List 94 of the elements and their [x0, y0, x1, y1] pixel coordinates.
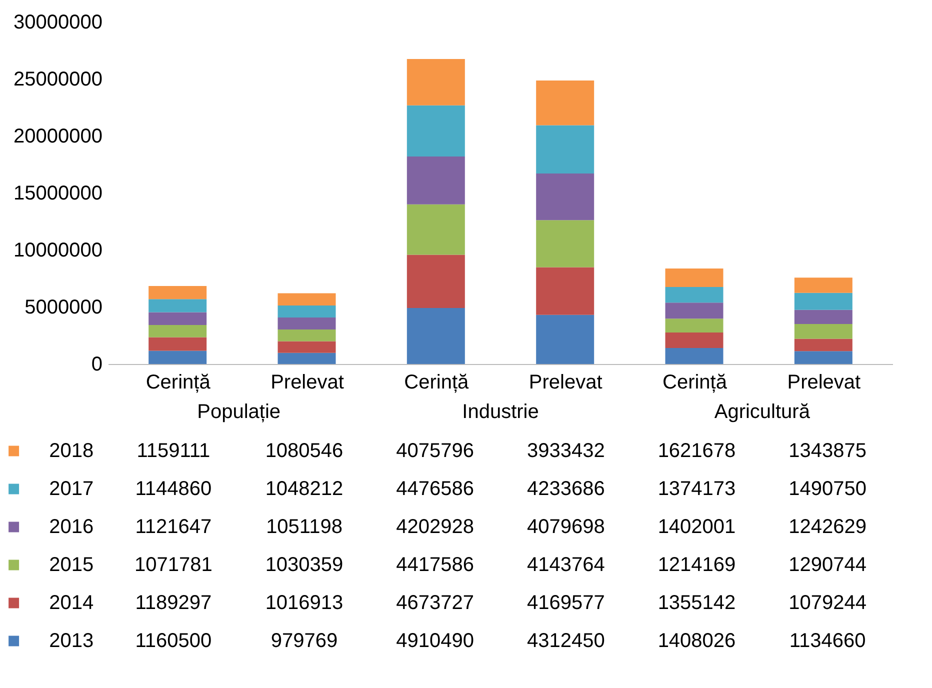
y-tick-label: 10000000 — [14, 240, 102, 262]
bar — [278, 306, 336, 318]
data-label: 4673727 — [396, 592, 474, 614]
bar — [148, 350, 207, 364]
bar — [794, 310, 852, 324]
bar — [665, 318, 724, 332]
bar — [148, 324, 207, 338]
data-label: 1016913 — [265, 592, 344, 614]
bar — [406, 254, 465, 308]
x-tick-label: Cerință — [662, 372, 728, 394]
bar — [536, 125, 594, 174]
bar — [536, 267, 594, 315]
bar — [536, 174, 594, 220]
data-label: 1030359 — [265, 554, 344, 576]
bar — [536, 220, 594, 268]
data-label: 4169577 — [526, 592, 605, 614]
data-label: 1408026 — [658, 630, 736, 652]
data-label: 4079698 — [526, 516, 605, 538]
data-label: 1355142 — [658, 592, 736, 614]
legend-label: 2013 — [49, 630, 94, 652]
legend-label: 2018 — [49, 440, 94, 462]
data-label: 4312450 — [526, 630, 605, 652]
bar — [148, 299, 207, 312]
bar — [278, 341, 336, 353]
data-label: 1159111 — [136, 440, 210, 462]
data-label: 3933432 — [526, 440, 605, 462]
bar — [794, 292, 852, 310]
text: Industrie — [462, 401, 539, 423]
y-tick-label: 25000000 — [14, 68, 102, 90]
x-tick-label: Prelevat — [528, 372, 603, 394]
bar — [665, 287, 724, 303]
bar — [148, 286, 207, 300]
data-label: 1080546 — [265, 440, 344, 462]
data-label: 1144860 — [135, 478, 212, 500]
bar — [148, 312, 207, 325]
data-label: 1343875 — [788, 440, 867, 462]
data-label: 1242629 — [788, 516, 867, 538]
bar — [148, 337, 207, 351]
bar — [665, 332, 724, 348]
bar — [794, 324, 852, 339]
data-label: 1071781 — [134, 554, 212, 576]
bar — [406, 58, 465, 106]
data-label: 1621678 — [658, 440, 736, 462]
y-tick-label: 5000000 — [24, 296, 102, 318]
x-tick-label: Cerință — [146, 372, 212, 394]
data-label: 1374173 — [658, 478, 736, 500]
data-label: 4143764 — [526, 554, 605, 576]
y-tick-label: 0 — [91, 354, 102, 376]
y-tick-label: 20000000 — [14, 126, 102, 148]
y-tick-label: 15000000 — [14, 182, 102, 204]
bar — [278, 293, 336, 306]
data-label: 1051198 — [266, 516, 342, 538]
data-label: 4476586 — [396, 478, 474, 500]
data-label: 4910490 — [396, 630, 474, 652]
bar — [665, 348, 724, 364]
bar — [794, 278, 852, 293]
bar — [536, 80, 594, 126]
data-label: 1290744 — [788, 554, 867, 576]
data-label: 4417586 — [396, 554, 474, 576]
data-label: 4202928 — [396, 516, 474, 538]
x-tick-label: Prelevat — [270, 372, 344, 394]
data-label: 1079244 — [788, 592, 867, 614]
bar — [278, 318, 336, 330]
legend-label: 2014 — [49, 592, 94, 614]
bar — [278, 329, 336, 342]
bar — [406, 105, 465, 156]
bar — [406, 156, 465, 204]
bar — [794, 351, 852, 364]
data-label: 1121647 — [135, 516, 212, 538]
legend-label: 2015 — [49, 554, 94, 576]
text: Populație — [197, 401, 281, 423]
data-label: 979769 — [270, 630, 338, 652]
text: Agricultură — [714, 401, 811, 423]
legend-label: 2016 — [49, 516, 94, 538]
data-label: 1214169 — [658, 554, 736, 576]
bar — [665, 302, 724, 319]
legend-label: 2017 — [49, 478, 94, 500]
data-label: 1048212 — [265, 478, 344, 500]
bar — [406, 204, 465, 255]
bar — [665, 268, 724, 288]
data-label: 4075796 — [396, 440, 474, 462]
data-label: 1490750 — [788, 478, 867, 500]
data-label: 4233686 — [526, 478, 605, 500]
x-tick-label: Prelevat — [787, 372, 862, 394]
x-tick-label: Cerință — [404, 372, 470, 394]
bar — [536, 314, 594, 364]
bar — [794, 338, 852, 352]
data-label: 1189297 — [135, 592, 212, 614]
data-label: 1402001 — [658, 516, 736, 538]
bar — [278, 352, 336, 364]
data-label: 1160500 — [135, 630, 212, 652]
bar — [406, 308, 465, 364]
y-tick-label: 30000000 — [14, 12, 102, 34]
data-label: 1134660 — [789, 630, 866, 652]
